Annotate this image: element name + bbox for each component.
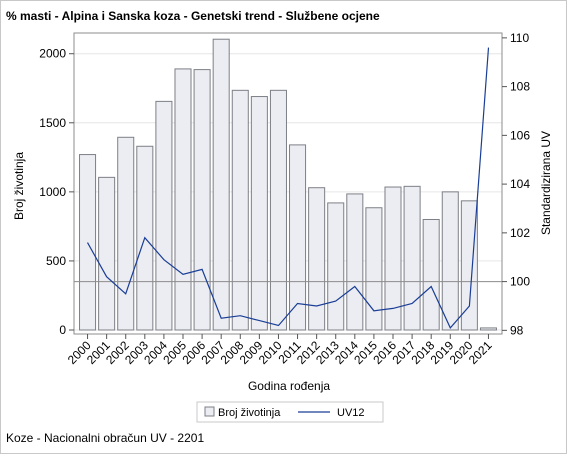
bar [403,185,421,331]
y-tick-label: 0 [59,323,66,337]
y2-tick-label: 104 [510,177,530,191]
legend-bar-label: Broj životinja [218,407,281,419]
y2-axis-ticks: 98 100 102 104 106 108 110 [502,31,530,337]
y-axis-ticks: 0 500 1000 1500 2000 [39,47,74,337]
bar [155,100,173,331]
legend-bar-swatch [204,406,215,417]
bar-series [79,38,497,331]
y-tick-label: 2000 [39,47,66,61]
plot-frame [73,32,503,335]
bar [441,191,459,331]
y-tick-label: 1000 [39,185,66,199]
legend: Broj životinja UV12 [196,401,384,423]
y-tick-label: 500 [46,254,66,268]
bar [250,96,268,331]
bar [174,68,192,331]
bar [460,200,478,331]
line-series [86,47,490,329]
bar [384,186,402,331]
legend-box [196,401,384,423]
y2-tick-label: 100 [510,275,530,289]
y2-tick-label: 110 [510,31,529,45]
y-tick-label: 1500 [39,116,66,130]
bar [231,89,249,331]
y2-tick-label: 106 [510,128,530,142]
bar [212,38,230,331]
axes [73,32,503,335]
y2-tick-label: 108 [510,80,530,94]
bar [479,327,497,331]
legend-line-label: UV12 [337,407,365,419]
x-axis-title: Godina rođenja [248,379,330,393]
bar [289,144,307,331]
y2-tick-label: 102 [510,226,530,240]
bar [346,193,364,331]
bar [98,176,116,331]
chart-title: % masti - Alpina i Sanska koza - Genetsk… [6,9,380,23]
bar [422,218,440,331]
x-tick-label: 2021 [466,338,495,367]
bar [365,207,383,331]
bar [327,202,345,331]
bar [79,154,97,331]
y-axis-title: Broj životinja [12,152,26,220]
bar [193,69,211,331]
x-axis-ticks: 2000200120022003200420052006200720082009… [65,334,495,367]
bar [308,187,326,331]
y2-axis-title: Standardizirana UV [539,131,553,235]
bar [117,136,135,331]
bar [269,89,287,331]
y2-tick-label: 98 [510,323,524,337]
uv12-line [86,47,490,329]
chart-footer: Koze - Nacionalni obračun UV - 2201 [6,431,205,445]
